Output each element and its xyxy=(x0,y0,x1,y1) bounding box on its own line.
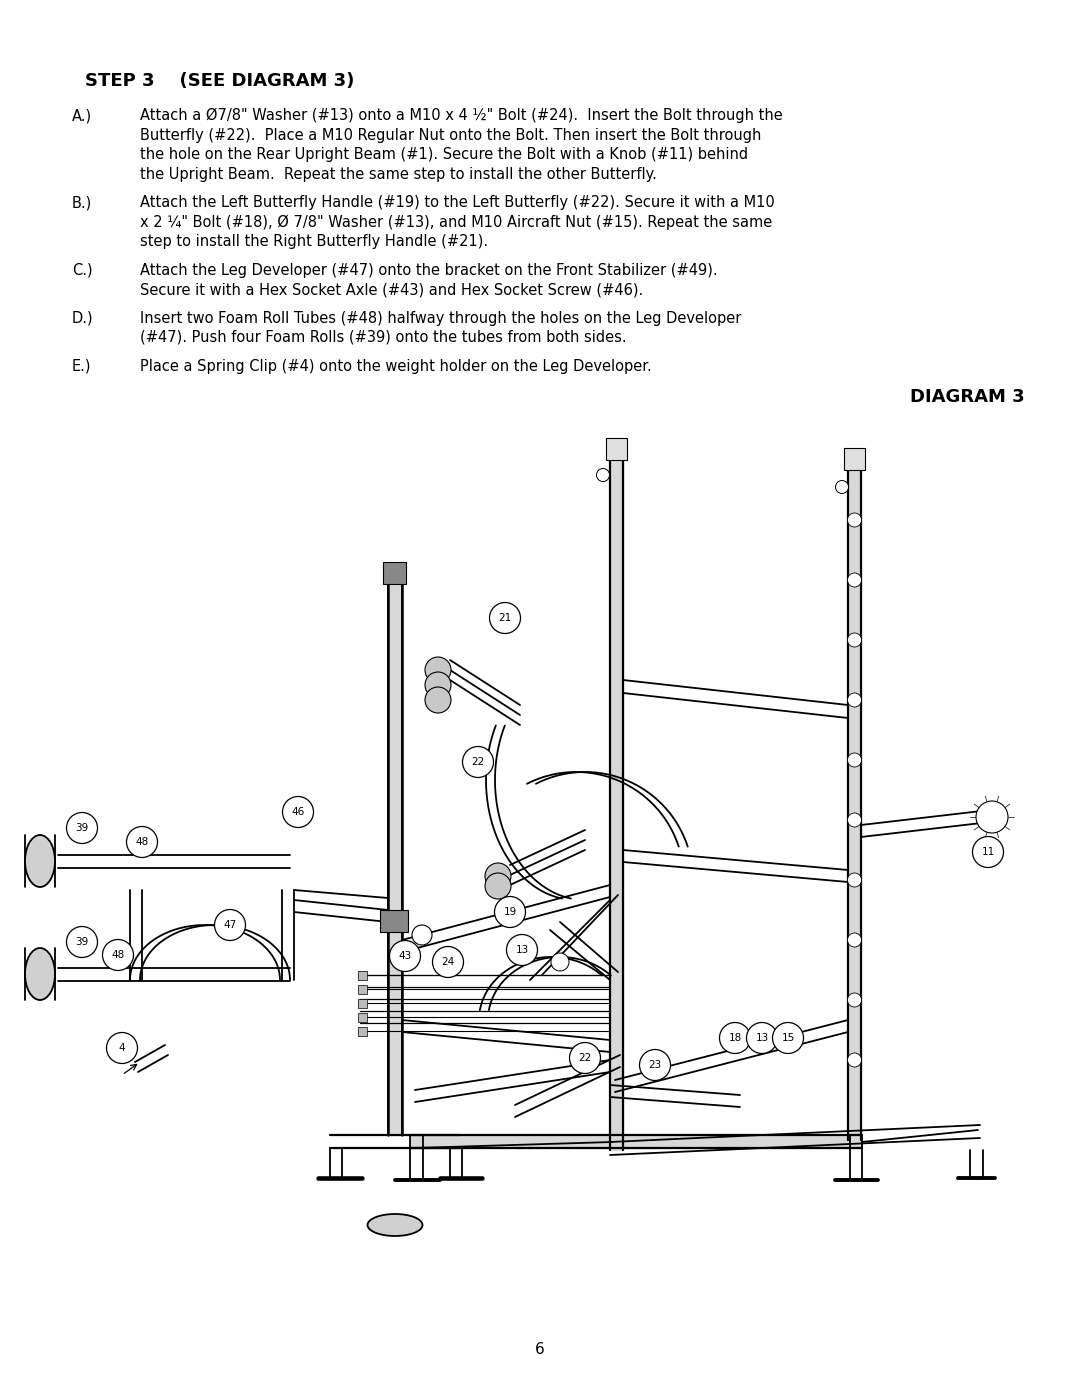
Text: 47: 47 xyxy=(224,921,237,930)
Ellipse shape xyxy=(215,909,245,940)
Text: 24: 24 xyxy=(442,957,455,967)
Text: step to install the Right Butterfly Handle (#21).: step to install the Right Butterfly Hand… xyxy=(140,235,488,249)
Ellipse shape xyxy=(746,1023,778,1053)
Text: Insert two Foam Roll Tubes (#48) halfway through the holes on the Leg Developer: Insert two Foam Roll Tubes (#48) halfway… xyxy=(140,310,741,326)
Ellipse shape xyxy=(426,657,451,683)
Text: DIAGRAM 3: DIAGRAM 3 xyxy=(910,388,1025,407)
Ellipse shape xyxy=(848,633,862,647)
Ellipse shape xyxy=(411,925,432,944)
Ellipse shape xyxy=(836,481,849,493)
Polygon shape xyxy=(610,455,623,1150)
Text: 22: 22 xyxy=(471,757,485,767)
Ellipse shape xyxy=(485,863,511,888)
Bar xyxy=(383,562,406,584)
Ellipse shape xyxy=(462,746,494,778)
Ellipse shape xyxy=(719,1023,751,1053)
Text: the hole on the Rear Upright Beam (#1). Secure the Bolt with a Knob (#11) behind: the hole on the Rear Upright Beam (#1). … xyxy=(140,147,748,162)
Ellipse shape xyxy=(126,827,158,858)
Text: 13: 13 xyxy=(755,1032,769,1044)
Ellipse shape xyxy=(596,468,609,482)
Bar xyxy=(357,1027,367,1037)
Text: 11: 11 xyxy=(982,847,995,856)
Text: C.): C.) xyxy=(72,263,93,278)
Bar xyxy=(357,985,367,995)
Ellipse shape xyxy=(107,1032,137,1063)
Text: Attach the Left Butterfly Handle (#19) to the Left Butterfly (#22). Secure it wi: Attach the Left Butterfly Handle (#19) t… xyxy=(140,196,774,210)
Text: 19: 19 xyxy=(503,907,516,916)
Ellipse shape xyxy=(848,933,862,947)
Text: 6: 6 xyxy=(535,1343,545,1358)
Text: 15: 15 xyxy=(781,1032,795,1044)
Text: Attach the Leg Developer (#47) onto the bracket on the Front Stabilizer (#49).: Attach the Leg Developer (#47) onto the … xyxy=(140,263,717,278)
Text: A.): A.) xyxy=(72,108,92,123)
Ellipse shape xyxy=(848,813,862,827)
Text: Attach a Ø7/8" Washer (#13) onto a M10 x 4 ½" Bolt (#24).  Insert the Bolt throu: Attach a Ø7/8" Washer (#13) onto a M10 x… xyxy=(140,108,783,123)
Text: Place a Spring Clip (#4) onto the weight holder on the Leg Developer.: Place a Spring Clip (#4) onto the weight… xyxy=(140,359,651,373)
Bar xyxy=(380,909,408,932)
Ellipse shape xyxy=(426,687,451,712)
Text: 48: 48 xyxy=(111,950,124,960)
Bar xyxy=(606,439,627,460)
Ellipse shape xyxy=(25,949,55,1000)
Ellipse shape xyxy=(848,1053,862,1067)
Ellipse shape xyxy=(283,796,313,827)
Ellipse shape xyxy=(367,1214,422,1236)
Polygon shape xyxy=(410,1134,862,1148)
Text: 4: 4 xyxy=(119,1044,125,1053)
Bar xyxy=(843,448,865,469)
Ellipse shape xyxy=(976,800,1008,833)
Text: STEP 3    (SEE DIAGRAM 3): STEP 3 (SEE DIAGRAM 3) xyxy=(85,73,354,89)
Ellipse shape xyxy=(848,513,862,527)
Ellipse shape xyxy=(489,602,521,633)
Ellipse shape xyxy=(772,1023,804,1053)
Ellipse shape xyxy=(485,873,511,900)
Text: the Upright Beam.  Repeat the same step to install the other Butterfly.: the Upright Beam. Repeat the same step t… xyxy=(140,166,657,182)
Text: Secure it with a Hex Socket Axle (#43) and Hex Socket Screw (#46).: Secure it with a Hex Socket Axle (#43) a… xyxy=(140,282,644,298)
Text: B.): B.) xyxy=(72,196,92,210)
Ellipse shape xyxy=(495,897,526,928)
Ellipse shape xyxy=(848,993,862,1007)
Text: 23: 23 xyxy=(648,1060,662,1070)
Text: 43: 43 xyxy=(399,951,411,961)
Text: D.): D.) xyxy=(72,310,94,326)
Ellipse shape xyxy=(848,873,862,887)
Text: 39: 39 xyxy=(76,937,89,947)
Ellipse shape xyxy=(426,672,451,698)
Bar xyxy=(357,971,367,981)
Ellipse shape xyxy=(848,753,862,767)
Ellipse shape xyxy=(551,953,569,971)
Text: E.): E.) xyxy=(72,359,92,373)
Text: 46: 46 xyxy=(292,807,305,817)
Ellipse shape xyxy=(25,835,55,887)
Bar xyxy=(357,999,367,1009)
Polygon shape xyxy=(388,580,402,1134)
Ellipse shape xyxy=(507,935,538,965)
Text: 13: 13 xyxy=(515,944,528,956)
Ellipse shape xyxy=(432,947,463,978)
Text: 21: 21 xyxy=(498,613,512,623)
Ellipse shape xyxy=(639,1049,671,1080)
Text: 48: 48 xyxy=(135,837,149,847)
Text: Butterfly (#22).  Place a M10 Regular Nut onto the Bolt. Then insert the Bolt th: Butterfly (#22). Place a M10 Regular Nut… xyxy=(140,127,761,142)
Text: (#47). Push four Foam Rolls (#39) onto the tubes from both sides.: (#47). Push four Foam Rolls (#39) onto t… xyxy=(140,330,626,345)
Text: 18: 18 xyxy=(728,1032,742,1044)
Ellipse shape xyxy=(569,1042,600,1073)
Polygon shape xyxy=(848,465,861,1140)
Text: x 2 ¼" Bolt (#18), Ø 7/8" Washer (#13), and M10 Aircraft Nut (#15). Repeat the s: x 2 ¼" Bolt (#18), Ø 7/8" Washer (#13), … xyxy=(140,215,772,229)
Ellipse shape xyxy=(67,813,97,844)
Ellipse shape xyxy=(103,940,134,971)
Text: 22: 22 xyxy=(579,1053,592,1063)
Ellipse shape xyxy=(972,837,1003,868)
Text: 39: 39 xyxy=(76,823,89,833)
Ellipse shape xyxy=(390,940,420,971)
Bar xyxy=(357,1013,367,1023)
Ellipse shape xyxy=(67,926,97,957)
Ellipse shape xyxy=(848,693,862,707)
Ellipse shape xyxy=(848,573,862,587)
